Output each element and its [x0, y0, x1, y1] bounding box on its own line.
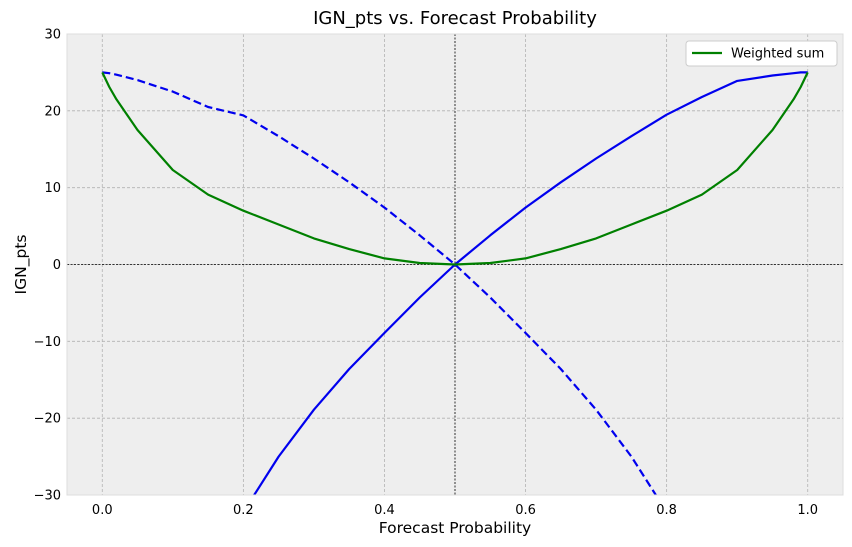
x-axis-label: Forecast Probability — [379, 519, 531, 537]
y-axis-label: IGN_pts — [12, 235, 31, 295]
legend-label-weighted-sum: Weighted sum — [731, 47, 824, 62]
legend: Weighted sum — [685, 40, 838, 67]
x-tick-label: 0.2 — [233, 503, 254, 518]
plot-frame — [66, 33, 844, 496]
series-blue-dashed-line — [102, 71, 658, 495]
y-tick-label: 10 — [44, 181, 61, 196]
series-weighted-sum-line — [101, 71, 809, 266]
tick-labels: 0.0 0.2 0.4 0.6 0.8 1.0 −30 −20 −10 0 10 20 30 — [34, 28, 819, 519]
x-tick-label: 0.4 — [374, 503, 395, 518]
y-tick-label: −10 — [34, 335, 61, 350]
x-tick-label: 0.0 — [92, 503, 113, 518]
y-tick-label: −20 — [34, 412, 61, 427]
series-lines — [101, 71, 809, 495]
x-tick-label: 0.8 — [656, 503, 677, 518]
series-blue-solid-line — [252, 71, 808, 495]
x-tick-label: 1.0 — [797, 503, 818, 518]
x-tick-label: 0.6 — [515, 503, 536, 518]
y-tick-label: 20 — [44, 104, 61, 119]
chart-title: IGN_pts vs. Forecast Probability — [313, 8, 597, 29]
legend-box — [685, 40, 838, 67]
y-tick-label: 0 — [53, 258, 61, 273]
y-tick-label: 30 — [44, 28, 61, 43]
y-tick-label: −30 — [34, 489, 61, 504]
